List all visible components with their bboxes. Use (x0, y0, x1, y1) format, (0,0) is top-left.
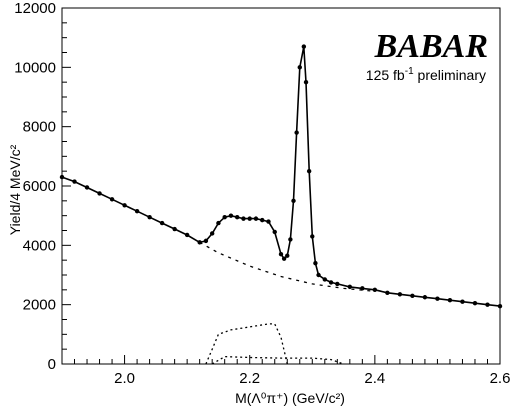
component-curve (205, 323, 288, 365)
data-point (435, 296, 440, 301)
data-point (313, 260, 318, 266)
y-tick-label: 8000 (23, 119, 56, 136)
data-point (285, 253, 290, 258)
data-point (59, 174, 65, 180)
y-tick-label: 4000 (23, 237, 56, 254)
data-point (460, 299, 465, 304)
data-point (294, 130, 299, 135)
data-point (253, 216, 259, 221)
data-point (310, 234, 315, 239)
y-tick-label: 10000 (14, 59, 56, 76)
data-point (372, 287, 378, 293)
data-point (322, 277, 327, 282)
y-tick-label: 0 (48, 356, 56, 373)
data-point (347, 284, 353, 290)
component-curve (211, 355, 344, 365)
data-point (410, 293, 415, 298)
luminosity-value: 125 fb (366, 67, 405, 83)
data-point (485, 302, 490, 307)
data-point (222, 214, 227, 220)
data-point (228, 213, 234, 218)
data-point (184, 232, 190, 238)
data-point (291, 198, 296, 204)
data-point (172, 226, 177, 232)
x-tick-label: 2.4 (364, 370, 385, 387)
data-point (247, 216, 252, 221)
data-point (472, 300, 478, 306)
y-tick-label: 12000 (14, 0, 56, 17)
data-point (288, 237, 293, 242)
data-point (497, 303, 503, 309)
data-point (447, 298, 453, 303)
data-point (241, 216, 246, 221)
background-fit-line (199, 241, 375, 292)
luminosity-exponent: -1 (405, 66, 414, 77)
data-point (272, 229, 277, 235)
data-point (209, 231, 215, 236)
data-point (97, 191, 102, 196)
luminosity-suffix: preliminary (414, 67, 486, 83)
data-point (281, 256, 287, 261)
data-point (122, 203, 127, 208)
data-point (422, 295, 428, 300)
x-axis-title: M(Λ⁰π⁺) (GeV/c²) (235, 390, 345, 406)
data-point (301, 44, 307, 49)
y-tick-label: 2000 (23, 297, 56, 314)
data-point (397, 292, 403, 297)
data-point (260, 217, 265, 223)
data-point (278, 252, 284, 257)
y-axis-title: Yield/4 MeV/c² (7, 144, 23, 235)
data-point (216, 220, 221, 226)
data-point (306, 168, 312, 174)
luminosity-label: 125 fb-1 preliminary (366, 66, 486, 83)
data-point (147, 214, 152, 220)
y-tick-label: 6000 (23, 178, 56, 195)
data-point (303, 79, 309, 85)
data-point (335, 281, 340, 287)
ticks-layer: 2.0 2.2 2.4 2.6 0 2000 4000 6000 8000 10000 12000 (14, 0, 510, 387)
x-tick-label: 2.6 (490, 370, 511, 387)
data-point (84, 185, 90, 190)
data-point (297, 65, 302, 70)
data-point (266, 219, 271, 224)
babar-logo: BABAR (374, 28, 488, 65)
data-point (203, 238, 209, 244)
data-point (235, 214, 240, 220)
data-point (385, 290, 390, 295)
data-point (159, 220, 165, 226)
series-layer (59, 44, 503, 365)
data-point (72, 179, 77, 184)
data-point (328, 280, 334, 285)
data-point (316, 272, 321, 278)
x-tick-label: 2.2 (239, 370, 260, 387)
x-tick-label: 2.0 (114, 370, 135, 387)
total-fit-line (61, 46, 501, 307)
data-point (109, 197, 115, 202)
data-point (134, 209, 140, 214)
